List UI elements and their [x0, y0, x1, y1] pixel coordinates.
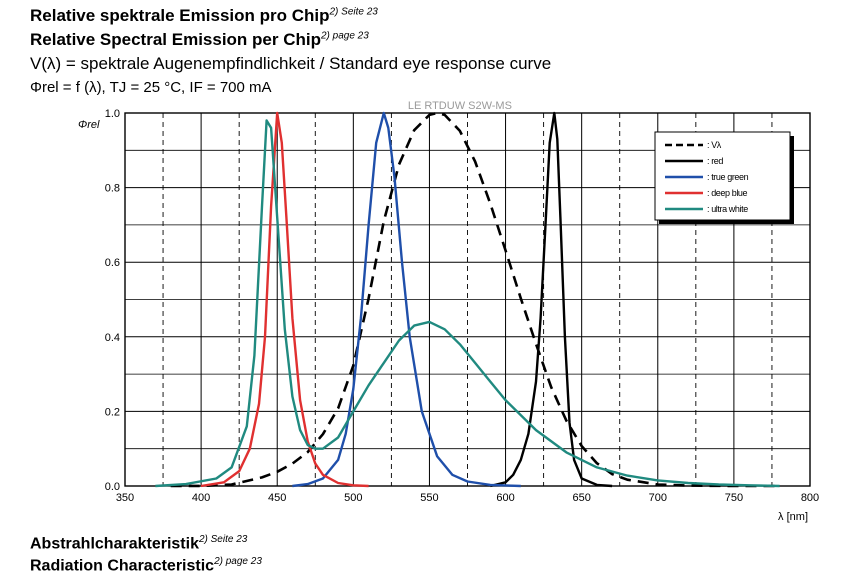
x-tick-label: 400	[192, 492, 210, 504]
next-section-title-german-text: Abstrahlcharakteristik	[30, 535, 199, 553]
next-section-title-german: Abstrahlcharakteristik2) Seite 23	[30, 534, 247, 553]
series-line	[200, 111, 369, 488]
chart-title-german-ref: 2) Seite 23	[329, 6, 378, 18]
legend-label: : red	[707, 156, 723, 166]
x-tick-label: 800	[801, 492, 819, 504]
x-tick-label: 500	[344, 492, 362, 504]
vlambda-description: V(λ) = spektrale Augenempfindlichkeit / …	[30, 54, 552, 73]
chart-title-english: Relative Spectral Emission per Chip2) pa…	[30, 30, 369, 50]
next-section-title-german-ref: 2) Seite 23	[198, 534, 248, 545]
x-tick-label: 700	[649, 492, 667, 504]
chart-watermark: LE RTDUW S2W-MS	[408, 100, 512, 112]
chart-title-german-text: Relative spektrale Emission pro Chip	[30, 6, 330, 25]
series-line	[155, 119, 780, 488]
x-tick-label: 600	[496, 492, 514, 504]
next-section-title-english-ref: 2) page 23	[214, 556, 262, 567]
x-tick-label: 650	[572, 492, 590, 504]
chart-title-english-ref: 2) page 23	[320, 30, 369, 42]
y-tick-label: 0.6	[105, 257, 120, 269]
chart-title-german: Relative spektrale Emission pro Chip2) S…	[30, 6, 378, 26]
y-tick-label: 0.4	[105, 332, 120, 344]
x-tick-label: 550	[420, 492, 438, 504]
x-tick-label: 350	[116, 492, 134, 504]
chart-title-english-text: Relative Spectral Emission per Chip	[30, 30, 321, 49]
x-tick-label: 450	[268, 492, 286, 504]
y-tick-label: 1.0	[105, 108, 120, 120]
legend-label: : Vλ	[707, 140, 722, 150]
measurement-conditions: Φrel = f (λ), TJ = 25 °C, IF = 700 mA	[30, 79, 272, 96]
y-axis-label: Φrel	[78, 119, 100, 131]
series-line	[292, 111, 521, 488]
series-line	[490, 111, 613, 488]
y-tick-label: 0.8	[105, 183, 120, 195]
plot-frame	[124, 112, 811, 487]
y-tick-label: 0.0	[105, 481, 120, 493]
legend-label: : true green	[707, 172, 749, 182]
y-tick-label: 0.2	[105, 406, 120, 418]
x-tick-label: 750	[725, 492, 743, 504]
legend-label: : deep blue	[707, 188, 748, 198]
legend-label: : ultra white	[707, 204, 748, 214]
x-axis-label: λ [nm]	[778, 511, 808, 523]
